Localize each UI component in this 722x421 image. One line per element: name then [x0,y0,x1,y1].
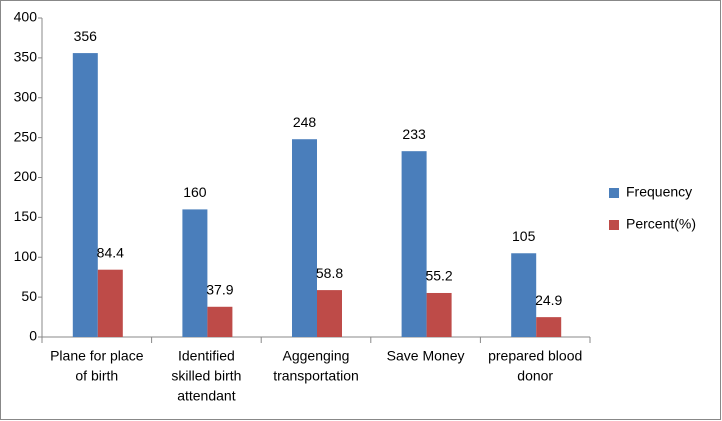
x-tick-label: donor [517,368,553,384]
y-tick-label: 250 [14,128,38,144]
x-tick-label: of birth [75,368,118,384]
data-label: 160 [183,184,207,200]
legend-swatch [609,188,619,198]
y-tick-label: 350 [14,49,38,65]
legend-label: Frequency [626,184,692,200]
bar [97,269,123,337]
x-tick-label: skilled birth [171,368,241,384]
data-label: 37.9 [206,281,233,297]
x-tick-label: attendant [177,388,235,404]
x-tick-label: Identified [178,348,235,364]
y-tick-label: 200 [14,168,38,184]
bar [511,253,537,337]
y-tick-label: 50 [21,288,37,304]
y-tick-label: 300 [14,88,38,104]
bar [72,53,98,338]
legend-swatch [609,220,619,230]
legend-label: Percent(%) [626,216,696,232]
data-label: 105 [512,228,536,244]
data-label: 58.8 [316,265,343,281]
bar [317,290,342,337]
bar [182,209,208,337]
x-tick-label: transportation [273,368,359,384]
data-label: 24.9 [535,292,562,308]
y-tick-label: 150 [14,208,38,224]
bar [426,292,452,337]
x-tick-label: Save Money [387,348,465,364]
bar [536,317,562,337]
y-tick-label: 100 [14,248,38,264]
y-tick-label: 400 [14,9,38,25]
data-label: 84.4 [97,244,124,260]
data-label: 55.2 [425,268,452,284]
data-label: 356 [74,28,98,44]
y-tick-label: 0 [29,328,37,344]
x-tick-label: prepared blood [488,348,582,364]
data-label: 248 [293,114,317,130]
x-tick-label: Plane for place [50,348,144,364]
bar [207,306,233,337]
bar [292,139,317,337]
bar [401,151,427,337]
data-label: 233 [402,126,426,142]
x-tick-label: Aggenging [283,348,350,364]
